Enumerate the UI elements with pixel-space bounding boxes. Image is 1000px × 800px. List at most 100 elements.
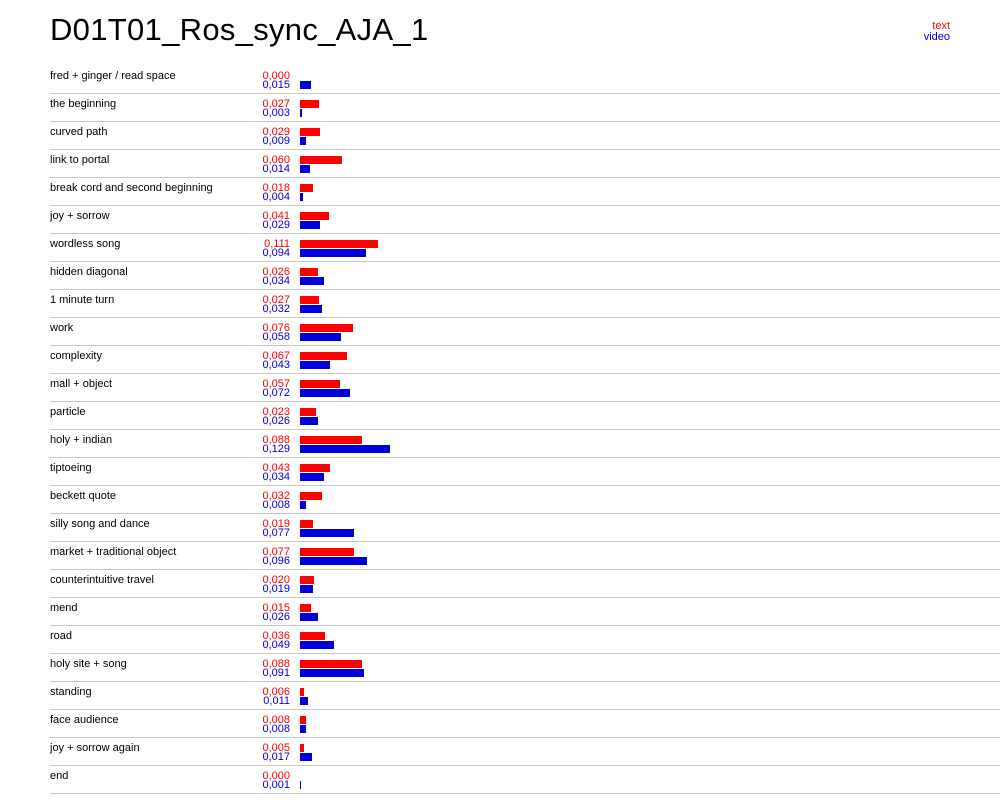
video-value-label: 0,015 [262, 79, 290, 91]
text-value-label: 0,023 [262, 406, 290, 418]
text-bar [300, 632, 326, 640]
text-value-label: 0,019 [262, 518, 290, 530]
video-value-label: 0,008 [262, 499, 290, 511]
video-value-label: 0,004 [262, 191, 290, 203]
text-bar [300, 576, 314, 584]
chart-row: market + traditional object 0,077 0,096 [50, 542, 1000, 570]
text-value-label: 0,015 [262, 602, 290, 614]
category-label: complexity [50, 350, 102, 362]
video-value-label: 0,032 [262, 303, 290, 315]
category-label: work [50, 322, 74, 334]
text-bar [300, 268, 319, 276]
chart-row: joy + sorrow 0,041 0,029 [50, 206, 1000, 234]
chart-row: holy site + song 0,088 0,091 [50, 654, 1000, 682]
text-bar [300, 128, 321, 136]
video-bar [300, 669, 364, 677]
text-value-label: 0,032 [262, 490, 290, 502]
text-bar [300, 408, 317, 416]
video-bar [300, 81, 311, 89]
text-value-label: 0,006 [262, 686, 290, 698]
category-label: standing [50, 686, 92, 698]
video-bar [300, 641, 335, 649]
chart-row: wordless song 0,111 0,094 [50, 234, 1000, 262]
text-value-label: 0,041 [262, 210, 290, 222]
video-bar [300, 781, 301, 789]
text-value-label: 0,027 [262, 98, 290, 110]
video-value-label: 0,003 [262, 107, 290, 119]
chart-row: tiptoeing 0,043 0,034 [50, 458, 1000, 486]
video-bar [300, 445, 391, 453]
video-value-label: 0,129 [262, 443, 290, 455]
category-label: face audience [50, 714, 119, 726]
video-bar [300, 221, 321, 229]
video-value-label: 0,096 [262, 555, 290, 567]
text-value-label: 0,076 [262, 322, 290, 334]
text-value-label: 0,000 [262, 770, 290, 782]
text-bar [300, 660, 362, 668]
text-bar [300, 688, 305, 696]
chart-row: holy + indian 0,088 0,129 [50, 430, 1000, 458]
chart-title: D01T01_Ros_sync_AJA_1 [50, 12, 429, 47]
chart-row: curved path 0,029 0,009 [50, 122, 1000, 150]
chart-row: end 0,000 0,001 [50, 766, 1000, 794]
video-bar [300, 277, 324, 285]
video-value-label: 0,094 [262, 247, 290, 259]
chart-row: particle 0,023 0,026 [50, 402, 1000, 430]
text-bar [300, 100, 319, 108]
video-bar [300, 333, 341, 341]
text-value-label: 0,077 [262, 546, 290, 558]
chart-row: work 0,076 0,058 [50, 318, 1000, 346]
chart-row: 1 minute turn 0,027 0,032 [50, 290, 1000, 318]
category-label: market + traditional object [50, 546, 177, 558]
video-value-label: 0,001 [262, 779, 290, 791]
category-label: wordless song [50, 238, 121, 250]
text-value-label: 0,057 [262, 378, 290, 390]
video-bar [300, 585, 314, 593]
video-value-label: 0,011 [263, 695, 290, 707]
video-bar [300, 193, 303, 201]
text-bar [300, 436, 362, 444]
text-value-label: 0,029 [262, 126, 290, 138]
category-label: hidden diagonal [50, 266, 128, 278]
chart-row: break cord and second beginning 0,018 0,00… [50, 178, 1000, 206]
chart-row: standing 0,006 0,011 [50, 682, 1000, 710]
category-label: tiptoeing [50, 462, 92, 474]
category-label: 1 minute turn [50, 294, 115, 306]
video-value-label: 0,009 [262, 135, 290, 147]
video-bar [300, 697, 308, 705]
category-label: joy + sorrow again [50, 742, 140, 754]
video-bar [300, 249, 366, 257]
text-value-label: 0,043 [262, 462, 290, 474]
video-bar [300, 109, 303, 117]
video-value-label: 0,077 [262, 527, 290, 539]
video-value-label: 0,014 [262, 163, 290, 175]
video-bar [300, 361, 331, 369]
video-value-label: 0,049 [262, 639, 290, 651]
chart-row: hidden diagonal 0,026 0,034 [50, 262, 1000, 290]
text-value-label: 0,067 [262, 350, 290, 362]
text-bar [300, 744, 304, 752]
text-value-label: 0,020 [262, 574, 290, 586]
text-bar [300, 156, 342, 164]
chart-row: fred + ginger / read space 0,000 0,015 [50, 66, 1000, 94]
category-label: silly song and dance [50, 518, 150, 530]
text-bar [300, 324, 354, 332]
text-bar [300, 520, 314, 528]
text-value-label: 0,036 [262, 630, 290, 642]
video-bar [300, 753, 312, 761]
video-bar [300, 529, 354, 537]
category-label: particle [50, 406, 86, 418]
video-bar [300, 557, 368, 565]
text-bar [300, 716, 306, 724]
category-label: end [50, 770, 69, 782]
category-label: counterintuitive travel [50, 574, 154, 586]
video-value-label: 0,008 [262, 723, 290, 735]
text-bar [300, 296, 319, 304]
video-value-label: 0,043 [262, 359, 290, 371]
chart-row: complexity 0,067 0,043 [50, 346, 1000, 374]
text-bar [300, 212, 329, 220]
text-value-label: 0,005 [262, 742, 290, 754]
video-value-label: 0,029 [262, 219, 290, 231]
text-bar [300, 184, 313, 192]
chart-row: face audience 0,008 0,008 [50, 710, 1000, 738]
